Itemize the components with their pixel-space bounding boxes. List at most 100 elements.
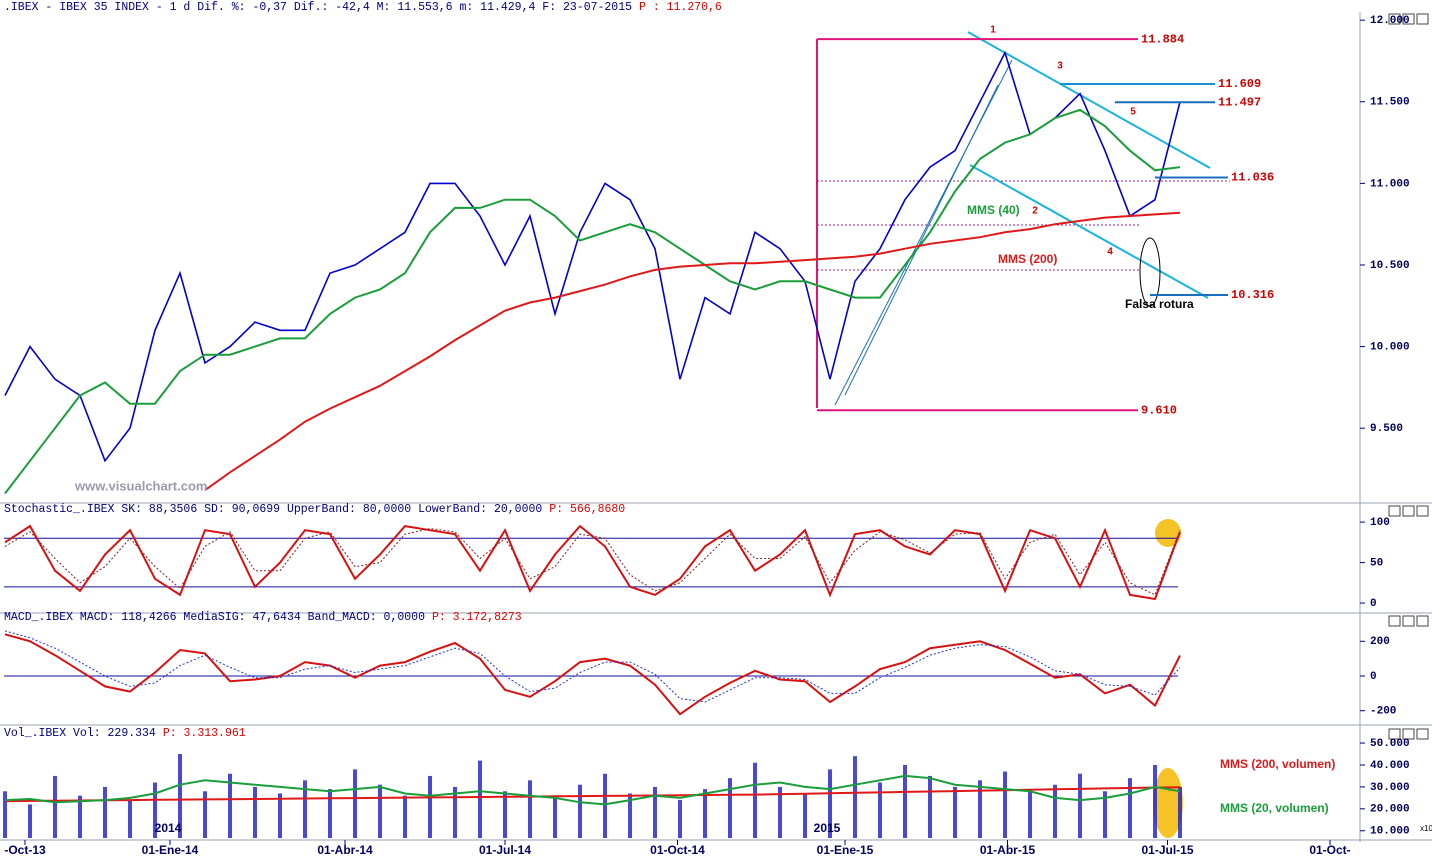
ma-label: MMS (40) <box>967 203 1020 217</box>
x-tick-label: -Oct-13 <box>4 843 46 857</box>
year-label: 2014 <box>155 821 182 835</box>
level-label: 11.497 <box>1218 95 1261 109</box>
volume-bar <box>428 775 432 838</box>
ma-label: MMS (200) <box>998 252 1057 266</box>
window-buttons[interactable] <box>1388 13 1429 740</box>
y-tick-label: 50 <box>1370 557 1383 569</box>
y-tick-label: 0 <box>1370 671 1377 683</box>
x-tick-label: 01-Oct- <box>1309 843 1350 857</box>
level-label: 11.609 <box>1218 77 1261 91</box>
volume-bar <box>953 786 957 838</box>
series-line <box>4 786 1181 803</box>
volume-bar <box>1028 789 1032 838</box>
y-tick-label: 50.000 <box>1370 738 1410 750</box>
volume-bar <box>1178 786 1182 838</box>
panel-header-p: P: 566,8680 <box>549 503 625 516</box>
series-line <box>4 630 1181 703</box>
y-tick-label: 10.000 <box>1370 341 1410 353</box>
wave-label: 4 <box>1107 247 1113 258</box>
panel-header-p: P : 11.270,6 <box>639 1 722 14</box>
volume-bar <box>103 786 107 838</box>
volume-bar <box>828 769 832 838</box>
x-tick-label: 01-Abr-14 <box>317 843 373 857</box>
ma-label: MMS (20, volumen) <box>1220 801 1329 815</box>
volume-bar <box>478 760 482 838</box>
volume-bar <box>1003 771 1007 838</box>
y-tick-label: -200 <box>1370 706 1396 718</box>
unit-note: x10 <box>1420 824 1432 833</box>
volume-bar <box>378 784 382 838</box>
volume-bar <box>203 791 207 838</box>
y-tick-label: 100 <box>1370 517 1390 529</box>
volume-bar <box>28 804 32 838</box>
y-tick-label: 20.000 <box>1370 804 1410 816</box>
year-label: 2015 <box>814 821 841 835</box>
series-line <box>4 108 1181 495</box>
watermark: www.visualchart.com <box>74 478 207 493</box>
y-tick-label: 40.000 <box>1370 760 1410 772</box>
series-line <box>4 633 1181 716</box>
volume-bar <box>903 764 907 838</box>
volume-bar <box>178 754 182 838</box>
y-tick-label: 0 <box>1370 598 1377 610</box>
level-label: 10.316 <box>1231 288 1274 302</box>
volume-bar <box>153 782 157 838</box>
volume-bar <box>878 782 882 838</box>
x-tick-label: 01-Jul-14 <box>479 843 531 857</box>
y-tick-label: 10.000 <box>1370 826 1410 838</box>
wave-label: 5 <box>1130 107 1136 118</box>
volume-bar <box>1128 778 1132 838</box>
wave-label: 1 <box>990 25 996 36</box>
volume-bar <box>628 793 632 838</box>
series-line <box>4 528 1181 596</box>
highlight <box>1155 519 1181 547</box>
volume-bar <box>1103 791 1107 838</box>
volume-bar <box>128 800 132 838</box>
series-line <box>4 50 1181 463</box>
y-tick-label: 10.500 <box>1370 260 1410 272</box>
volume-bar <box>3 791 7 838</box>
volume-bar <box>1078 773 1082 838</box>
y-tick-label: 200 <box>1370 636 1390 648</box>
volume-bar <box>78 795 82 838</box>
level-label: 11.036 <box>1231 171 1274 185</box>
panel-header: MACD_.IBEX MACD: 118,4266 MediaSIG: 47,6… <box>4 611 425 624</box>
volume-bar <box>653 786 657 838</box>
x-tick-label: 01-Oct-14 <box>650 843 705 857</box>
y-tick-label: 9.500 <box>1370 423 1403 435</box>
x-tick-label: 01-Jul-15 <box>1141 843 1193 857</box>
drawing-tools <box>816 31 1230 408</box>
volume-bar <box>853 756 857 838</box>
level-label: 9.610 <box>1141 403 1177 417</box>
y-tick-label: 30.000 <box>1370 782 1410 794</box>
volume-bar <box>678 800 682 838</box>
volume-bar <box>303 780 307 838</box>
volume-bar <box>278 793 282 838</box>
volume-bar <box>353 769 357 838</box>
volume-bar <box>753 762 757 838</box>
volume-bar <box>978 780 982 838</box>
series-line <box>4 774 1181 806</box>
panel-header-p: P: 3.172,8273 <box>432 611 522 624</box>
volume-bar <box>403 795 407 838</box>
y-tick-label: 11.000 <box>1370 178 1410 190</box>
panel-header: .IBEX - IBEX 35 INDEX - 1 d Dif. %: -0,3… <box>4 1 632 14</box>
volume-bar <box>453 786 457 838</box>
volume-bar <box>603 773 607 838</box>
volume-bar <box>228 773 232 838</box>
panel-header: Vol_.IBEX Vol: 229.334 <box>4 727 156 740</box>
volume-bar <box>328 789 332 838</box>
level-label: 11.884 <box>1141 32 1184 46</box>
ma-label: MMS (200, volumen) <box>1220 757 1335 771</box>
series-line <box>204 211 1181 492</box>
highlight <box>1153 768 1183 838</box>
y-tick-label: 11.500 <box>1370 97 1410 109</box>
panel-frames <box>0 12 1432 842</box>
volume-bar <box>553 797 557 838</box>
volume-bar <box>528 780 532 838</box>
panel-header-p: P: 3.313.961 <box>163 727 246 740</box>
volume-bar <box>928 775 932 838</box>
x-tick-label: 01-Abr-15 <box>980 843 1036 857</box>
